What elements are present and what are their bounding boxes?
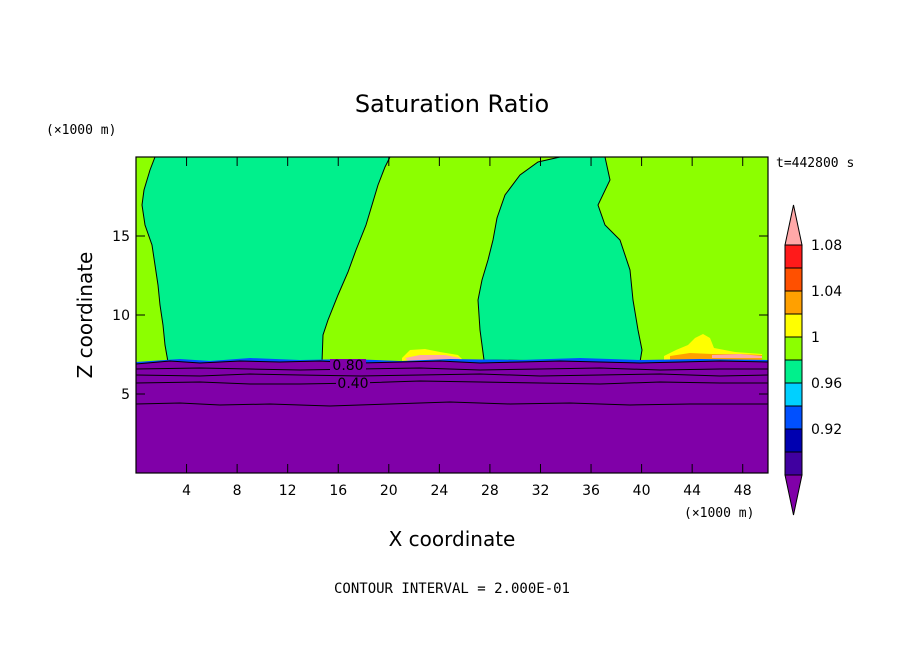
contour-line-0-80 — [136, 367, 768, 371]
y-tick-label: 10 — [112, 308, 130, 324]
x-tick-label: 32 — [532, 483, 550, 499]
colorbar-swatch — [784, 382, 803, 407]
x-tick-label: 12 — [279, 483, 297, 499]
x-tick-label: 40 — [633, 483, 651, 499]
time-label: t=442800 s — [776, 156, 854, 171]
contour-field — [136, 157, 768, 473]
colorbar-high-triangle — [784, 204, 803, 246]
contour-label-0-40: 0.40 — [337, 376, 368, 392]
colorbar-label: 0.96 — [811, 376, 842, 392]
contour-interval-note: CONTOUR INTERVAL = 2.000E-01 — [334, 581, 570, 597]
x-tick-label: 24 — [430, 483, 448, 499]
colorbar: 0.92 0.96 1 1.04 1.08 — [784, 204, 842, 516]
dry-layer — [136, 360, 768, 473]
y-axis-unit: (×1000 m) — [46, 123, 116, 138]
chart-title: Saturation Ratio — [355, 90, 549, 118]
contour-line-0-40 — [136, 380, 768, 385]
colorbar-swatch — [784, 313, 803, 338]
subsaturated-region-middle — [477, 157, 643, 363]
contour-label-bg-0-80 — [330, 359, 366, 371]
supersaturated-patch-b-peak — [712, 354, 762, 358]
y-tick-label: 15 — [112, 229, 130, 245]
x-axis-unit: (×1000 m) — [684, 506, 754, 521]
contour-line-0-20 — [136, 401, 768, 407]
x-tick-label: 36 — [582, 483, 600, 499]
colorbar-swatch — [784, 359, 803, 384]
y-tick-label: 5 — [121, 387, 130, 403]
colorbar-swatch — [784, 405, 803, 430]
colorbar-label: 1 — [811, 330, 820, 346]
x-ticks: 4 8 12 16 20 24 28 32 36 40 44 48 — [182, 157, 752, 499]
colorbar-swatch — [784, 451, 803, 476]
x-tick-label: 8 — [233, 483, 242, 499]
colorbar-swatch — [784, 267, 803, 292]
x-tick-label: 20 — [380, 483, 398, 499]
y-ticks: 5 10 15 — [112, 229, 768, 403]
colorbar-swatch — [784, 336, 803, 361]
colorbar-swatch — [784, 244, 803, 269]
x-tick-label: 44 — [683, 483, 701, 499]
colorbar-label: 1.04 — [811, 284, 842, 300]
x-tick-label: 4 — [182, 483, 191, 499]
colorbar-swatch — [784, 428, 803, 453]
colorbar-swatch — [784, 290, 803, 315]
contour-label-bg-0-40 — [336, 377, 370, 389]
contour-line-0-60 — [136, 373, 768, 377]
y-axis-label: Z coordinate — [73, 252, 97, 379]
colorbar-label: 0.92 — [811, 422, 842, 438]
contour-label-0-80: 0.80 — [332, 358, 363, 374]
x-axis-label: X coordinate — [389, 527, 516, 551]
colorbar-low-triangle — [784, 474, 803, 516]
x-tick-label: 48 — [734, 483, 752, 499]
colorbar-label: 1.08 — [811, 238, 842, 254]
x-tick-label: 16 — [329, 483, 347, 499]
x-tick-label: 28 — [481, 483, 499, 499]
